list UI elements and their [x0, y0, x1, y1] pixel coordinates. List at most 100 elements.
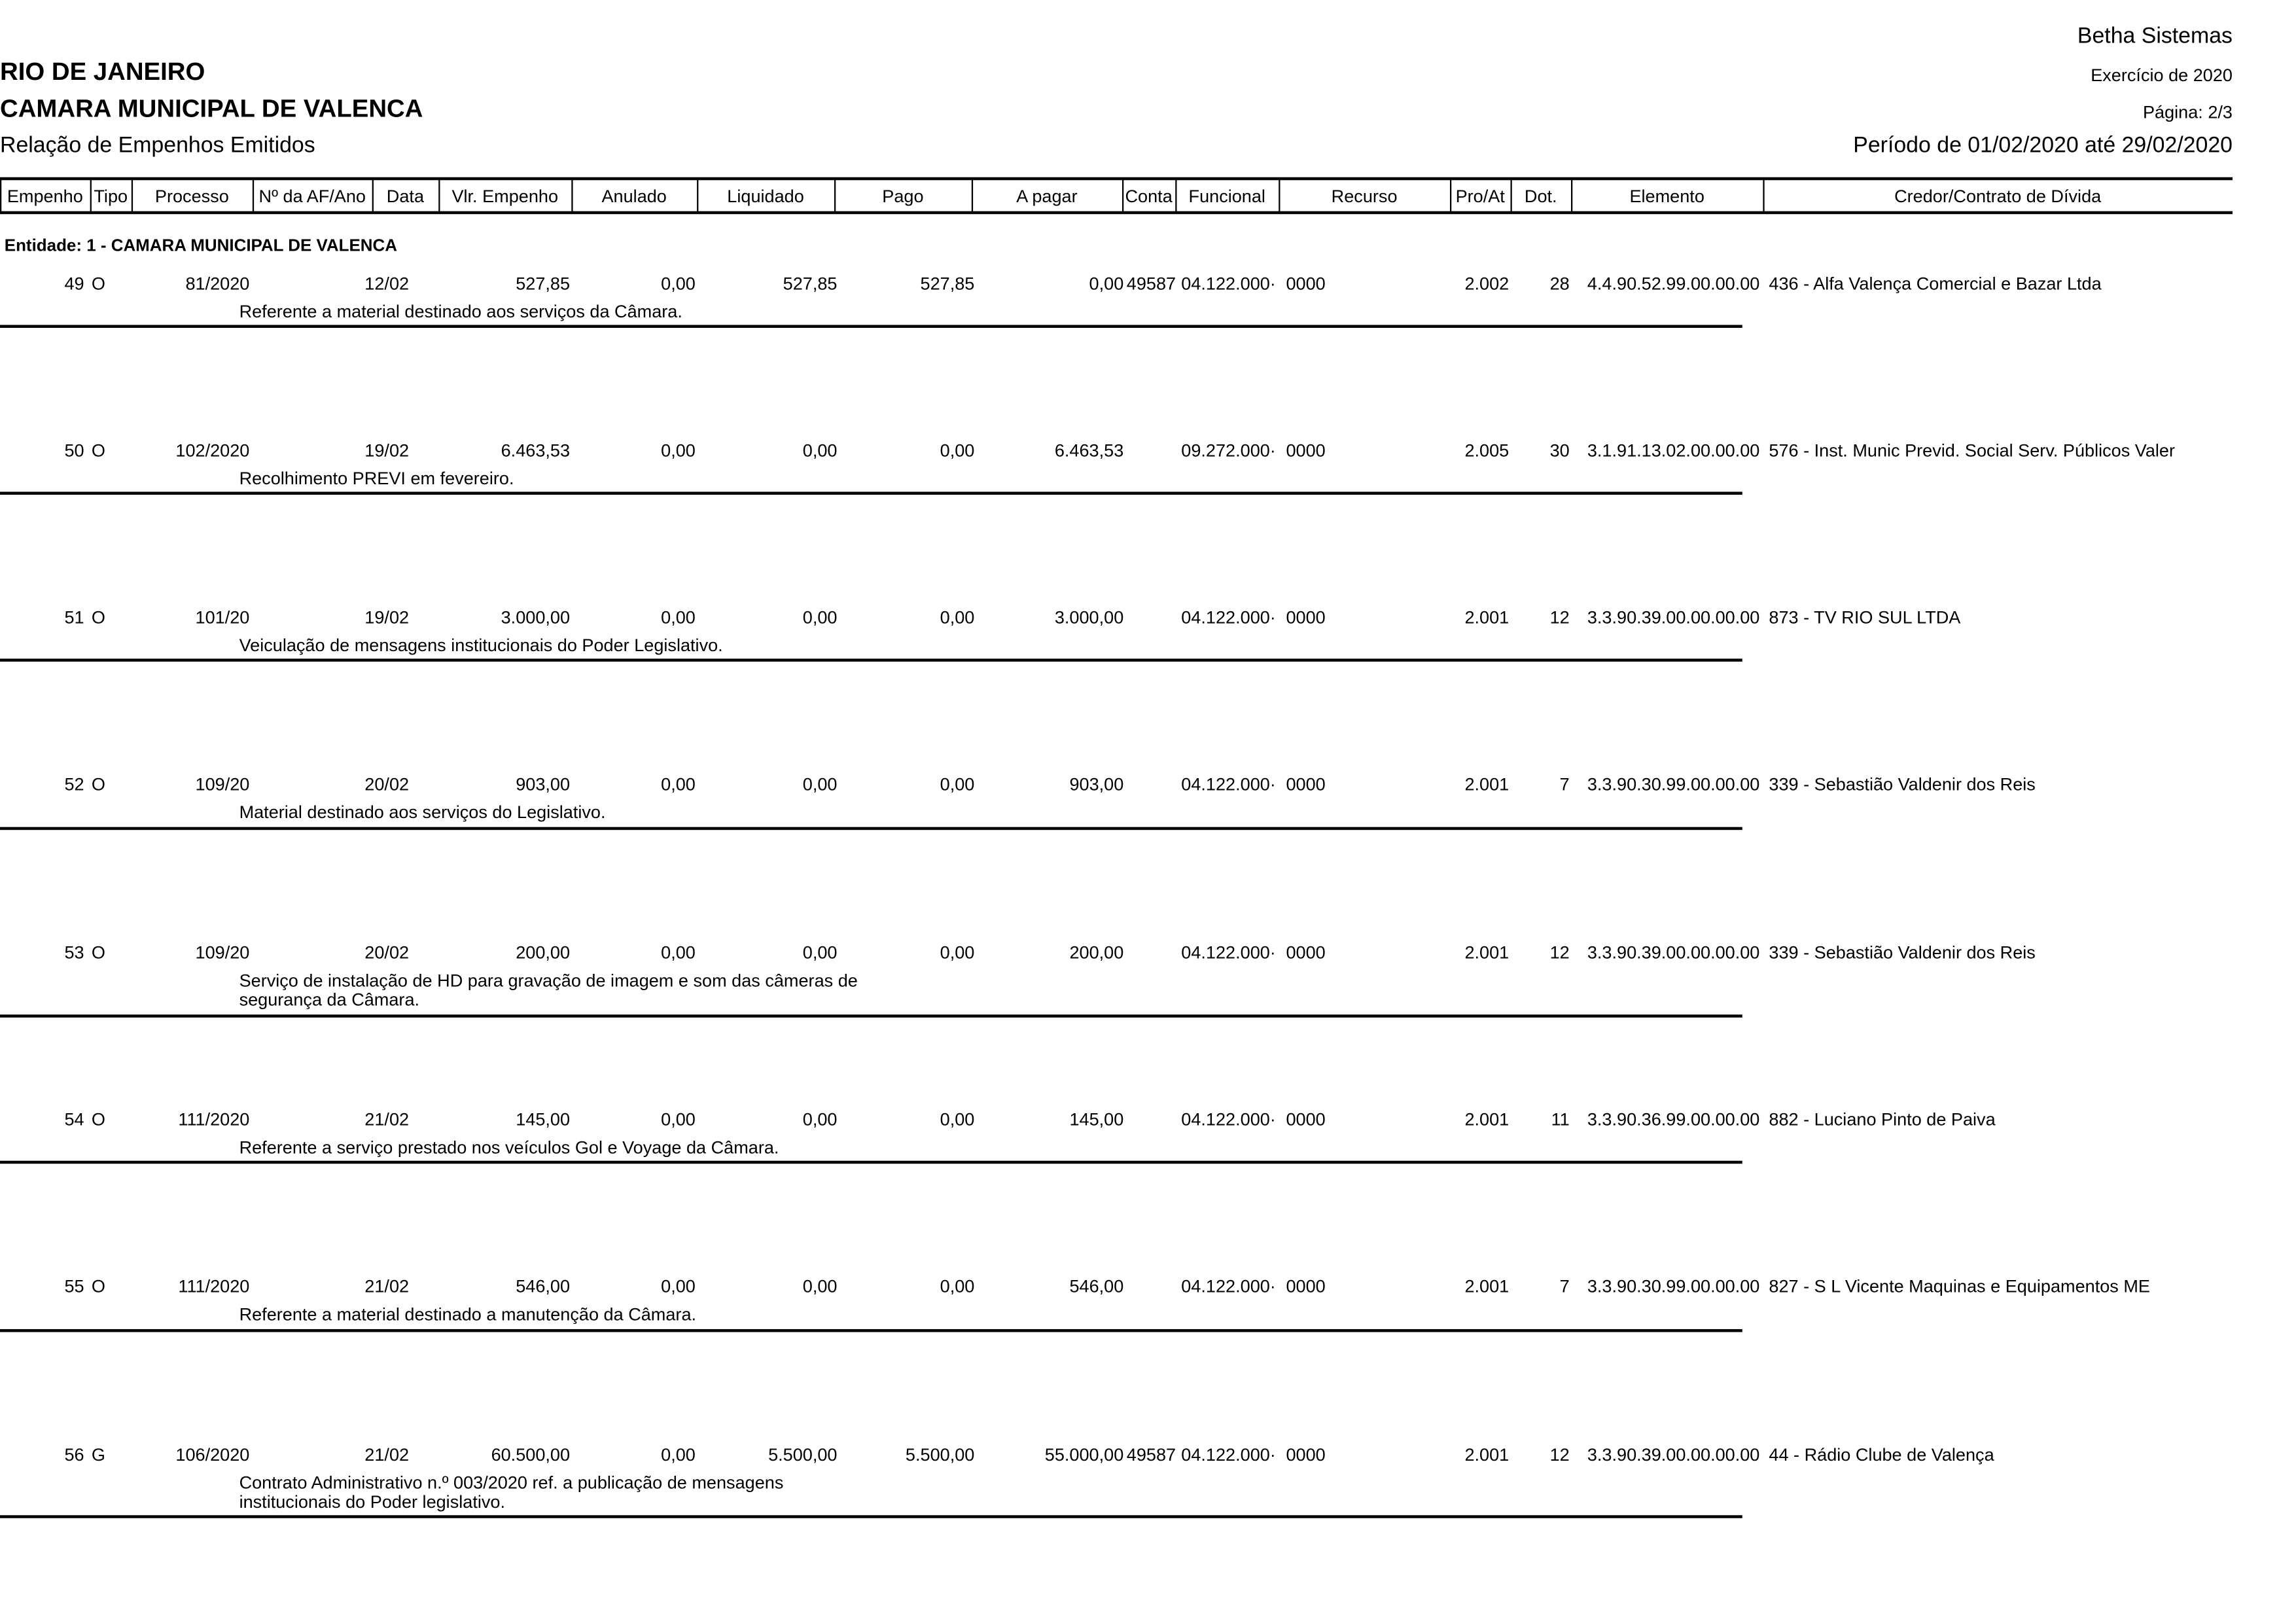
column-header: Dot.	[1524, 186, 1557, 207]
cell-processo: 102/2020	[175, 440, 250, 461]
column-divider	[571, 179, 573, 213]
report-title: Relação de Empenhos Emitidos	[0, 133, 315, 158]
cell-descricao: Serviço de instalação de HD para gravaçã…	[239, 970, 858, 1010]
column-header: Vlr. Empenho	[451, 186, 559, 207]
column-divider	[1175, 179, 1177, 213]
cell-elemento: 3.3.90.39.00.00.00.00	[1587, 607, 1760, 628]
cell-credor: 882 - Luciano Pinto de Paiva	[1769, 1109, 1996, 1130]
row-separator	[0, 1515, 1742, 1518]
cell-dot: 7	[1559, 1275, 1570, 1297]
cell-apagar: 200,00	[1069, 942, 1124, 963]
row-separator	[0, 658, 1742, 661]
cell-proat: 2.001	[1464, 607, 1510, 628]
column-header: Nº da AF/Ano	[258, 186, 366, 207]
cell-proat: 2.001	[1464, 1109, 1510, 1130]
cell-tipo: O	[91, 273, 105, 294]
row-separator	[0, 1329, 1742, 1332]
column-header: Elemento	[1629, 186, 1704, 207]
column-header: A pagar	[1016, 186, 1078, 207]
column-header: Pago	[882, 186, 924, 207]
column-divider	[1571, 179, 1573, 213]
cell-pago: 0,00	[940, 607, 975, 628]
cell-pago: 0,00	[940, 1109, 975, 1130]
company-name: Betha Sistemas	[2077, 24, 2233, 49]
cell-processo: 111/2020	[178, 1275, 250, 1297]
cell-descricao: Material destinado aos serviços do Legis…	[239, 802, 606, 823]
cell-processo: 101/20	[195, 607, 250, 628]
cell-liquidado: 5.500,00	[768, 1444, 838, 1465]
cell-empenho: 54	[64, 1109, 84, 1130]
cell-credor: 873 - TV RIO SUL LTDA	[1769, 607, 1961, 628]
cell-pago: 0,00	[940, 942, 975, 963]
cell-proat: 2.001	[1464, 942, 1510, 963]
cell-empenho: 56	[64, 1444, 84, 1465]
column-divider	[697, 179, 699, 213]
column-divider	[372, 179, 374, 213]
cell-proat: 2.002	[1464, 273, 1510, 294]
cell-dot: 28	[1549, 273, 1570, 294]
cell-pago: 0,00	[940, 440, 975, 461]
column-divider	[0, 179, 2, 213]
column-header: Tipo	[94, 186, 128, 207]
cell-processo: 109/20	[195, 942, 250, 963]
cell-processo: 81/2020	[185, 273, 250, 294]
cell-descricao: Referente a serviço prestado nos veículo…	[239, 1137, 779, 1158]
cell-recurso: 0000	[1286, 774, 1326, 795]
column-header: Processo	[154, 186, 229, 207]
column-divider	[131, 179, 133, 213]
column-header: Empenho	[7, 186, 83, 207]
cell-pago: 0,00	[940, 1275, 975, 1297]
cell-credor: 576 - Inst. Munic Previd. Social Serv. P…	[1769, 440, 2176, 461]
row-separator	[0, 491, 1742, 494]
cell-liquidado: 0,00	[802, 942, 838, 963]
cell-valor: 3.000,00	[501, 607, 571, 628]
cell-apagar: 145,00	[1069, 1109, 1124, 1130]
cell-empenho: 55	[64, 1275, 84, 1297]
cell-liquidado: 0,00	[802, 440, 838, 461]
column-divider	[438, 179, 440, 213]
cell-credor: 339 - Sebastião Valdenir dos Reis	[1769, 942, 2036, 963]
cell-anulado: 0,00	[661, 1444, 696, 1465]
column-divider	[1763, 179, 1765, 213]
header-bottom-rule	[0, 211, 2233, 215]
cell-tipo: O	[91, 774, 105, 795]
cell-data: 21/02	[364, 1275, 410, 1297]
column-header: Recurso	[1331, 186, 1398, 207]
cell-valor: 200,00	[516, 942, 571, 963]
cell-recurso: 0000	[1286, 1275, 1326, 1297]
cell-elemento: 4.4.90.52.99.00.00.00	[1587, 273, 1760, 294]
cell-liquidado: 0,00	[802, 774, 838, 795]
column-header: Liquidado	[727, 186, 804, 207]
cell-recurso: 0000	[1286, 942, 1326, 963]
column-header: Credor/Contrato de Dívida	[1894, 186, 2102, 207]
cell-pago: 527,85	[920, 273, 975, 294]
cell-apagar: 903,00	[1069, 774, 1124, 795]
period-label: Período de 01/02/2020 até 29/02/2020	[1853, 133, 2233, 158]
cell-processo: 106/2020	[175, 1444, 250, 1465]
cell-funcional: 04.122.000·	[1181, 1109, 1276, 1130]
cell-tipo: O	[91, 1109, 105, 1130]
cell-liquidado: 0,00	[802, 607, 838, 628]
cell-apagar: 55.000,00	[1044, 1444, 1124, 1465]
cell-tipo: O	[91, 440, 105, 461]
cell-apagar: 0,00	[1089, 273, 1124, 294]
cell-descricao: Contrato Administrativo n.º 003/2020 ref…	[239, 1472, 784, 1512]
cell-empenho: 49	[64, 273, 84, 294]
cell-empenho: 53	[64, 942, 84, 963]
cell-data: 19/02	[364, 440, 410, 461]
cell-conta: 49587	[1126, 273, 1176, 294]
cell-funcional: 04.122.000·	[1181, 942, 1276, 963]
page-number: Página: 2/3	[2142, 101, 2233, 123]
cell-proat: 2.001	[1464, 1275, 1510, 1297]
cell-recurso: 0000	[1286, 1444, 1326, 1465]
column-header: Anulado	[601, 186, 667, 207]
cell-anulado: 0,00	[661, 942, 696, 963]
cell-tipo: O	[91, 942, 105, 963]
cell-dot: 12	[1549, 942, 1570, 963]
cell-dot: 7	[1559, 774, 1570, 795]
column-header: Funcional	[1188, 186, 1265, 207]
column-divider	[1122, 179, 1124, 213]
cell-dot: 11	[1551, 1109, 1570, 1130]
cell-empenho: 52	[64, 774, 84, 795]
column-divider	[252, 179, 255, 213]
